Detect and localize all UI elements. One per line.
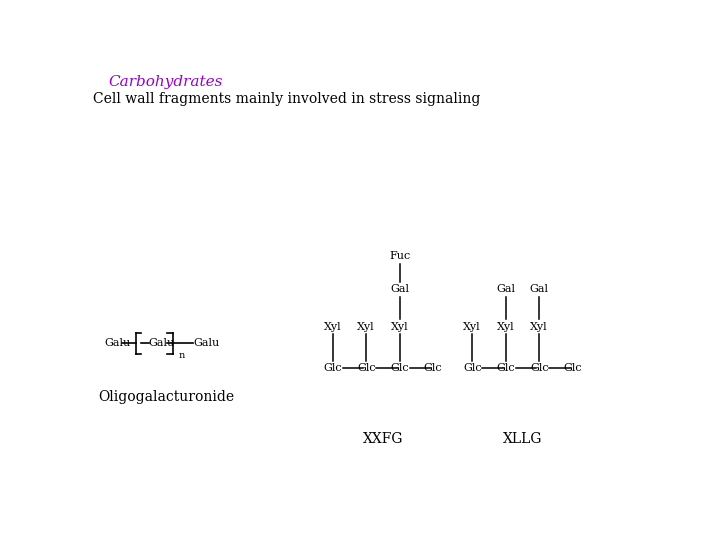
Text: Gal: Gal xyxy=(390,285,409,294)
Text: n: n xyxy=(178,350,184,360)
Text: Glc: Glc xyxy=(463,363,482,373)
Text: Carbohydrates: Carbohydrates xyxy=(108,75,222,89)
Text: Glc: Glc xyxy=(496,363,515,373)
Text: Xyl: Xyl xyxy=(357,322,375,332)
Text: Xyl: Xyl xyxy=(531,322,548,332)
Text: Fuc: Fuc xyxy=(389,251,410,261)
Text: Galu: Galu xyxy=(148,339,175,348)
Text: Xyl: Xyl xyxy=(464,322,481,332)
Text: Xyl: Xyl xyxy=(497,322,515,332)
Text: Glc: Glc xyxy=(424,363,443,373)
Text: Glc: Glc xyxy=(390,363,409,373)
Text: Gal: Gal xyxy=(496,285,516,294)
Text: Galu: Galu xyxy=(193,339,220,348)
Text: XXFG: XXFG xyxy=(363,432,403,446)
Text: Xyl: Xyl xyxy=(391,322,408,332)
Text: Gal: Gal xyxy=(530,285,549,294)
Text: Glc: Glc xyxy=(323,363,342,373)
Text: XLLG: XLLG xyxy=(503,432,542,446)
Text: Galu: Galu xyxy=(104,339,130,348)
Text: Glc: Glc xyxy=(563,363,582,373)
Text: Glc: Glc xyxy=(530,363,549,373)
Text: Glc: Glc xyxy=(357,363,376,373)
Text: Oligogalacturonide: Oligogalacturonide xyxy=(99,390,235,404)
Text: Xyl: Xyl xyxy=(324,322,341,332)
Text: Cell wall fragments mainly involved in stress signaling: Cell wall fragments mainly involved in s… xyxy=(93,92,480,106)
